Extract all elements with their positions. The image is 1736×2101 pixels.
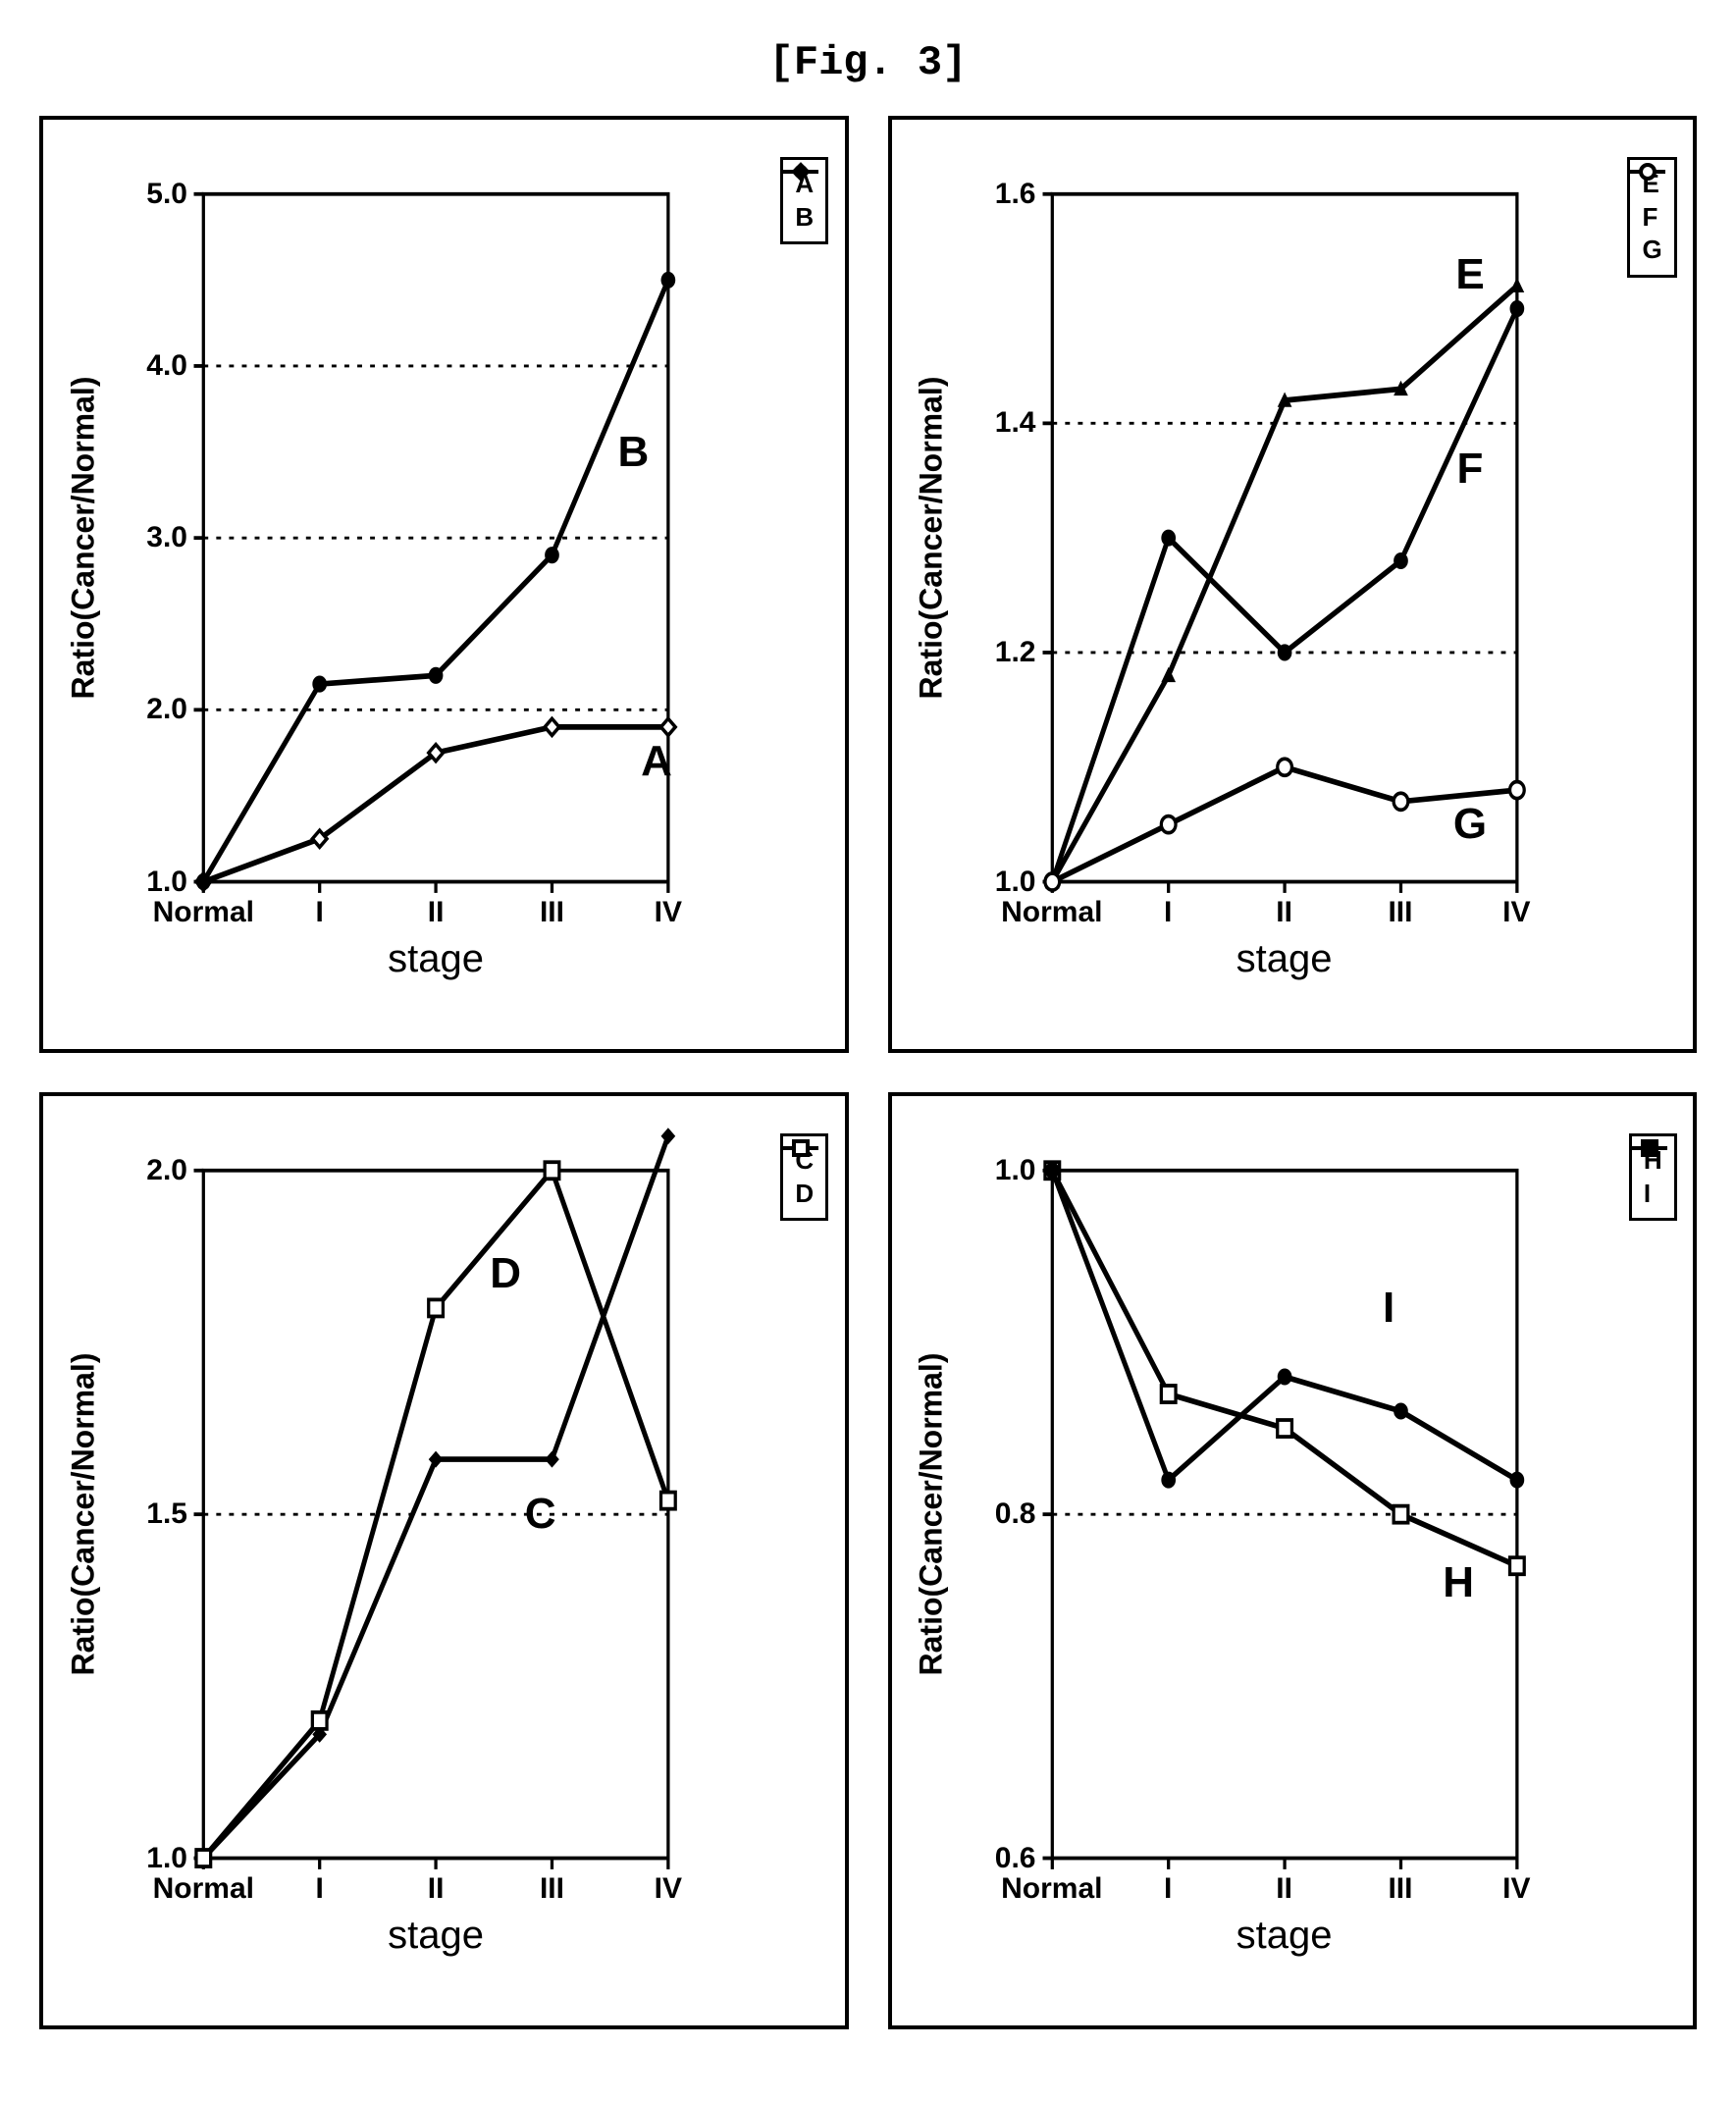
ytick-label: 1.0 [146,866,187,899]
series-label-E: E [1455,250,1484,299]
series-label-H: H [1443,1558,1474,1607]
x-axis-label: stage [388,937,484,981]
xtick-label: I [316,1872,324,1906]
xtick-label: IV [1502,1872,1530,1906]
xtick-label: IV [655,896,682,929]
xtick-label: I [1164,896,1172,929]
chart-panel-bottom-left: 1.01.52.0NormalIIIIIIIVRatio(Cancer/Norm… [39,1092,849,2029]
chart-panel-top-right: 1.01.21.41.6NormalIIIIIIIVRatio(Cancer/N… [888,116,1698,1053]
series-label-B: B [617,428,649,477]
xtick-label: II [1276,896,1292,929]
legend: EFG [1627,157,1676,278]
ytick-label: 2.0 [146,693,187,726]
xtick-label: II [428,896,445,929]
figure-title: [Fig. 3] [39,39,1697,86]
panel-grid: 1.02.03.04.05.0NormalIIIIIIIVRatio(Cance… [39,116,1697,2029]
ytick-label: 1.0 [146,1842,187,1875]
legend-item-G: G [1642,234,1661,267]
y-axis-label: Ratio(Cancer/Normal) [65,377,101,700]
chart-panel-bottom-right: 0.60.81.0NormalIIIIIIIVRatio(Cancer/Norm… [888,1092,1698,2029]
xtick-label: III [540,1872,564,1906]
xtick-label: IV [1502,896,1530,929]
series-label-C: C [525,1490,556,1539]
ytick-label: 0.6 [995,1842,1036,1875]
ytick-label: 1.5 [146,1497,187,1531]
legend-item-I: I [1644,1178,1662,1211]
ytick-label: 1.0 [995,1154,1036,1187]
ytick-label: 1.4 [995,406,1036,440]
xtick-label: Normal [1001,1872,1102,1906]
legend: AB [780,157,828,245]
y-axis-label: Ratio(Cancer/Normal) [914,377,950,700]
ytick-label: 0.8 [995,1497,1036,1531]
series-label-D: D [490,1249,521,1298]
legend-item-B: B [795,201,814,235]
xtick-label: Normal [153,896,254,929]
ytick-label: 5.0 [146,178,187,211]
ytick-label: 4.0 [146,349,187,383]
xtick-label: III [1388,896,1412,929]
series-label-I: I [1383,1284,1394,1333]
xtick-label: Normal [1001,896,1102,929]
chart-panel-top-left: 1.02.03.04.05.0NormalIIIIIIIVRatio(Cance… [39,116,849,1053]
xtick-label: I [1164,1872,1172,1906]
x-axis-label: stage [1236,1914,1333,1958]
xtick-label: Normal [153,1872,254,1906]
x-axis-label: stage [1236,937,1333,981]
legend: CD [780,1133,828,1222]
ytick-label: 1.6 [995,178,1036,211]
ytick-label: 1.0 [995,866,1036,899]
series-label-F: F [1457,445,1484,494]
y-axis-label: Ratio(Cancer/Normal) [914,1353,950,1676]
xtick-label: III [540,896,564,929]
series-label-G: G [1453,800,1487,849]
legend-item-D: D [795,1178,814,1211]
ytick-label: 3.0 [146,521,187,554]
xtick-label: IV [655,1872,682,1906]
legend: HI [1629,1133,1677,1222]
y-axis-label: Ratio(Cancer/Normal) [65,1353,101,1676]
ytick-label: 2.0 [146,1154,187,1187]
xtick-label: I [316,896,324,929]
series-label-A: A [641,737,672,786]
xtick-label: II [428,1872,445,1906]
xtick-label: III [1388,1872,1412,1906]
x-axis-label: stage [388,1914,484,1958]
ytick-label: 1.2 [995,636,1036,669]
xtick-label: II [1276,1872,1292,1906]
